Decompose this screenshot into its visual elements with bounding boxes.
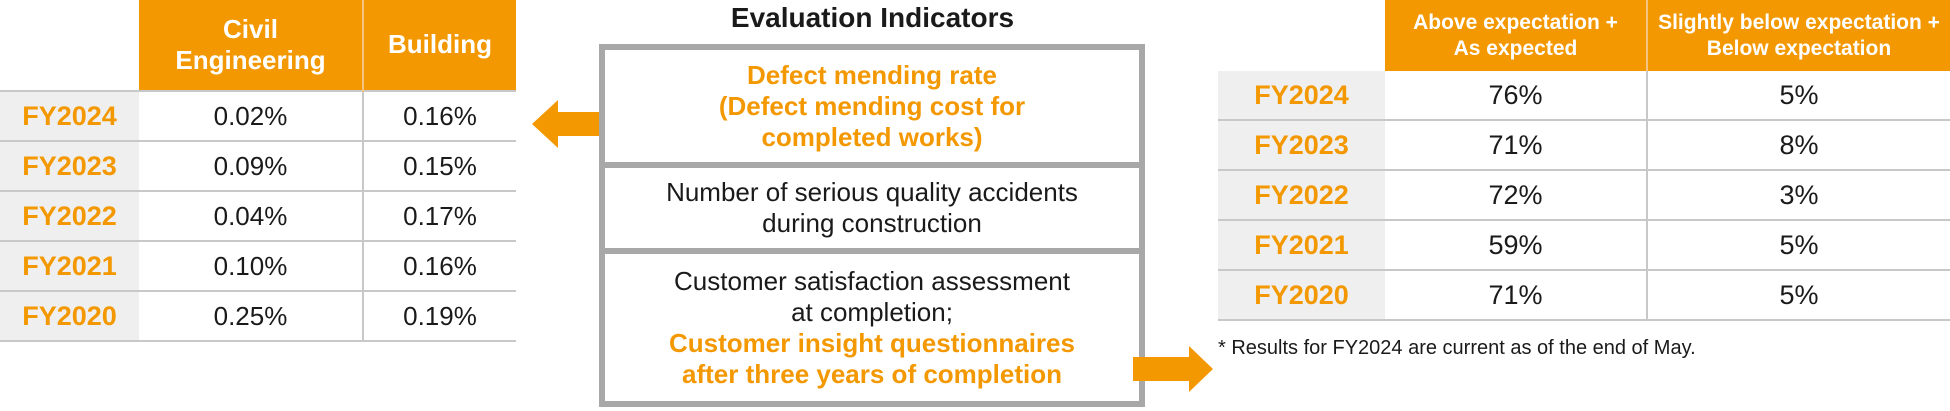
below-value-cell: 3% [1646,170,1950,221]
table-row: FY2022 72% 3% [1218,170,1950,221]
header-blank-cell [1218,0,1385,71]
below-value-cell: 5% [1646,220,1950,271]
table-header-row: Civil Engineering Building [0,0,516,91]
header-civil-engineering: Civil Engineering [139,0,363,91]
building-value-cell: 0.16% [362,90,516,142]
civil-value-cell: 0.09% [139,141,363,192]
year-cell: FY2021 [0,241,139,292]
header-civil-line2: Engineering [175,45,326,75]
table-row: FY2021 0.10% 0.16% [0,241,516,292]
year-cell: FY2023 [0,141,139,192]
table-row: FY2023 0.09% 0.15% [0,141,516,192]
year-cell: FY2020 [0,291,139,342]
year-cell: FY2020 [1218,270,1385,321]
building-value-cell: 0.19% [362,291,516,342]
civil-value-cell: 0.02% [139,90,363,142]
header-line: Below expectation [1706,36,1892,60]
table-row: FY2020 71% 5% [1218,270,1950,321]
header-building: Building [362,0,516,91]
year-cell: FY2024 [1218,71,1385,121]
indicator-line: at completion; [791,296,953,327]
indicator-line: Defect mending rate [747,59,997,90]
indicator-line: Customer satisfaction assessment [674,265,1070,296]
indicator-line-highlight: Customer insight questionnaires [669,327,1075,358]
above-value-cell: 59% [1385,220,1647,271]
table-row: FY2021 59% 5% [1218,220,1950,271]
indicator-line: during construction [762,208,982,238]
civil-value-cell: 0.04% [139,191,363,242]
header-civil-line1: Civil [223,13,278,44]
above-value-cell: 71% [1385,120,1647,171]
year-cell: FY2022 [1218,170,1385,221]
indicator-line-highlight: after three years of completion [682,358,1062,389]
building-value-cell: 0.15% [362,141,516,192]
below-value-cell: 8% [1646,120,1950,171]
header-line: As expected [1453,36,1578,60]
civil-value-cell: 0.10% [139,241,363,292]
year-cell: FY2022 [0,191,139,242]
defect-mending-rate-table: Civil Engineering Building FY2024 0.02% … [0,0,516,342]
building-value-cell: 0.16% [362,241,516,292]
indicator-line: completed works) [761,121,983,152]
header-line: Slightly below expectation + [1658,11,1940,35]
indicator-line: (Defect mending cost for [718,90,1026,121]
header-above-expectation: Above expectation + As expected [1385,0,1647,71]
header-blank-cell [0,0,139,91]
below-value-cell: 5% [1646,270,1950,321]
evaluation-indicators-title: Evaluation Indicators [730,2,1015,33]
indicator-customer-satisfaction: Customer satisfaction assessment at comp… [605,254,1139,401]
table-row: FY2020 0.25% 0.19% [0,291,516,342]
above-value-cell: 76% [1385,71,1647,121]
table-row: FY2024 76% 5% [1218,71,1950,121]
footnote: * Results for FY2024 are current as of t… [1218,337,1696,359]
year-cell: FY2021 [1218,220,1385,271]
table-row: FY2024 0.02% 0.16% [0,90,516,142]
building-value-cell: 0.17% [362,191,516,242]
above-value-cell: 71% [1385,270,1647,321]
table-header-row: Above expectation + As expected Slightly… [1218,0,1950,71]
indicator-serious-quality-accidents: Number of serious quality accidents duri… [605,168,1139,254]
indicator-defect-mending-rate: Defect mending rate (Defect mending cost… [605,50,1139,168]
below-value-cell: 5% [1646,71,1950,121]
customer-insight-table: Above expectation + As expected Slightly… [1218,0,1950,321]
table-row: FY2022 0.04% 0.17% [0,191,516,242]
table-row: FY2023 71% 8% [1218,120,1950,171]
header-below-expectation: Slightly below expectation + Below expec… [1646,0,1950,71]
year-cell: FY2024 [0,90,139,142]
arrow-right-icon [1133,346,1213,392]
above-value-cell: 72% [1385,170,1647,221]
indicators-box: Defect mending rate (Defect mending cost… [599,44,1145,407]
indicator-line: Number of serious quality accidents [666,177,1078,207]
header-line: Above expectation + [1413,11,1618,35]
year-cell: FY2023 [1218,120,1385,171]
civil-value-cell: 0.25% [139,291,363,342]
